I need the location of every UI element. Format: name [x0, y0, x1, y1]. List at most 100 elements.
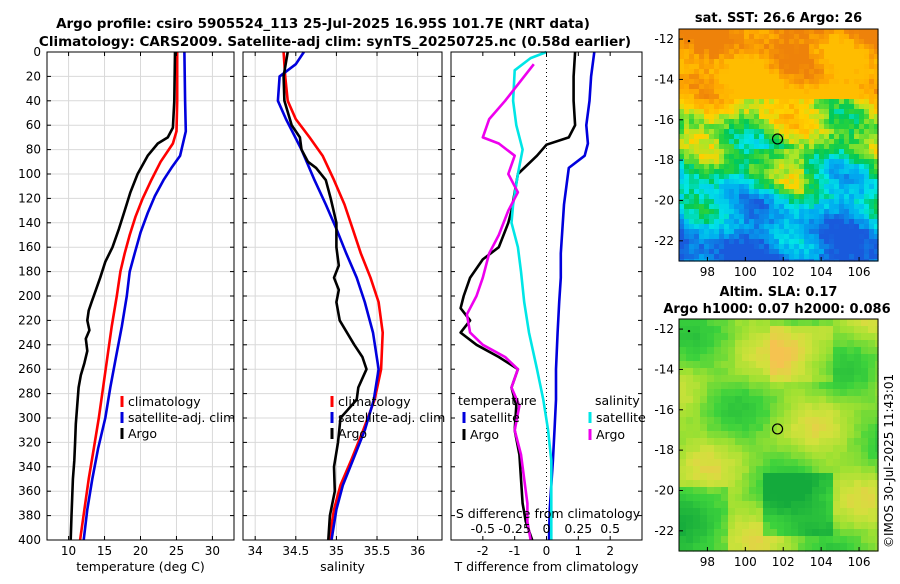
map-cell [824, 199, 830, 205]
map-cell [679, 164, 685, 170]
map-cell [847, 396, 855, 404]
map-cell [709, 154, 715, 160]
map-cell [847, 340, 855, 348]
map-cell [684, 229, 690, 235]
map-cell [777, 452, 785, 460]
map-cell [854, 164, 860, 170]
map-cell [875, 438, 879, 446]
map-cell [719, 234, 725, 240]
map-cell [814, 59, 820, 65]
map-cell [679, 438, 687, 446]
map-cell [769, 144, 775, 150]
map-cell [744, 109, 750, 115]
map-cell [869, 209, 875, 215]
map-cell [763, 361, 771, 369]
map-cell [777, 410, 785, 418]
map-cell [789, 69, 795, 75]
map-cell [814, 119, 820, 125]
map-cell [728, 515, 736, 523]
map-cell [709, 174, 715, 180]
map-cell [861, 347, 869, 355]
map-cell [724, 219, 730, 225]
map-cell [704, 109, 710, 115]
map-cell [868, 424, 876, 432]
map-cell [689, 199, 695, 205]
map-cell [819, 431, 827, 439]
map-cell [679, 224, 685, 230]
map-cell [699, 129, 705, 135]
map-cell [791, 543, 799, 551]
map-cell [789, 204, 795, 210]
map-cell [819, 508, 827, 516]
map-cell [779, 79, 785, 85]
map-cell [874, 219, 879, 225]
legend-temp-satellite-label: satellite [470, 410, 520, 425]
map-cell [784, 487, 792, 495]
map-cell [798, 347, 806, 355]
map-cell [694, 124, 700, 130]
map-cell [804, 209, 810, 215]
map-cell [854, 29, 860, 35]
map-cell [714, 480, 722, 488]
map-cell [864, 39, 870, 45]
map-cell [814, 259, 820, 262]
map-cell [814, 169, 820, 175]
map-cell [729, 134, 735, 140]
map-cell [874, 159, 879, 165]
map-cell [794, 214, 800, 220]
map-cell [714, 403, 722, 411]
map-cell [869, 244, 875, 250]
map-cell [689, 169, 695, 175]
map-cell [707, 543, 715, 551]
map-cell [779, 249, 785, 255]
map-cell [759, 229, 765, 235]
map-cell [829, 89, 835, 95]
map-cell [756, 319, 764, 327]
map-cell [769, 59, 775, 65]
map-cell [874, 114, 879, 120]
map-cell [742, 501, 750, 509]
map-cell [769, 249, 775, 255]
map-cell [789, 199, 795, 205]
map-cell [744, 59, 750, 65]
map-cell [684, 219, 690, 225]
map-cell [721, 515, 729, 523]
map-cell [840, 543, 848, 551]
map-cell [864, 204, 870, 210]
map-cell [847, 417, 855, 425]
map-cell [789, 169, 795, 175]
map-cell [864, 54, 870, 60]
map-cell [819, 368, 827, 376]
map-cell [744, 119, 750, 125]
map-cell [849, 44, 855, 50]
map-cell [721, 522, 729, 530]
map-cell [756, 466, 764, 474]
map-cell [869, 174, 875, 180]
map-cell [826, 396, 834, 404]
map-cell [834, 89, 840, 95]
map-cell [686, 452, 694, 460]
map-cell [874, 49, 879, 55]
map-cell [868, 396, 876, 404]
map-cell [744, 184, 750, 190]
x-tick-label: 98 [700, 555, 715, 569]
map-cell [679, 382, 687, 390]
map-cell [812, 368, 820, 376]
y-tick-label: 0 [33, 45, 41, 59]
y-tick-label: -22 [654, 524, 674, 538]
map-cell [844, 124, 850, 130]
map-cell [809, 119, 815, 125]
map-cell [779, 194, 785, 200]
map-cell [791, 368, 799, 376]
map-cell [777, 424, 785, 432]
map-cell [744, 44, 750, 50]
map-cell [728, 473, 736, 481]
map-cell [749, 403, 757, 411]
map-cell [809, 124, 815, 130]
map-cell [699, 249, 705, 255]
map-cell [861, 431, 869, 439]
map-cell [734, 79, 740, 85]
map-cell [784, 254, 790, 260]
map-cell [769, 84, 775, 90]
map-cell [749, 59, 755, 65]
